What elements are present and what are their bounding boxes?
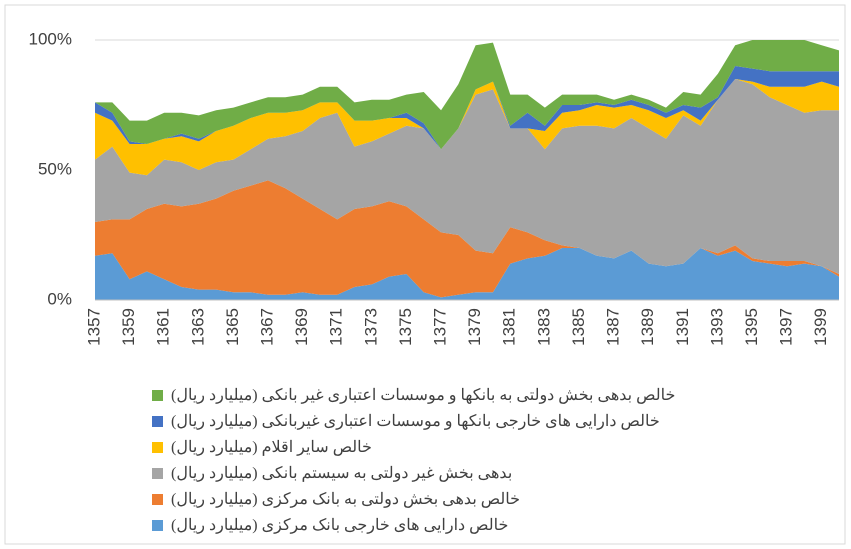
legend-swatch xyxy=(152,441,163,453)
legend-label: خالص دارایی های خارجی بانک مرکزی (میلیار… xyxy=(171,517,509,534)
x-tick-label: 1373 xyxy=(361,308,380,346)
area xyxy=(95,40,839,150)
legend-label: خالص دارایی های خارجی بانکها و موسسات اع… xyxy=(171,413,660,430)
x-tick-label: 1397 xyxy=(777,308,796,346)
legend-item: خالص دارایی های خارجی بانکها و موسسات اع… xyxy=(150,408,740,434)
x-tick-label: 1365 xyxy=(223,308,242,346)
legend-swatch xyxy=(152,467,163,479)
frame xyxy=(4,4,846,545)
legend-label: بدهی بخش غیر دولتی به سیستم بانکی (میلیا… xyxy=(171,465,513,482)
x-tick-label: 1395 xyxy=(742,308,761,346)
y-tick-label: 50% xyxy=(38,159,72,178)
legend-label: خالص بدهی بخش دولتی به بانکها و موسسات ا… xyxy=(171,387,676,404)
x-tick-label: 1399 xyxy=(811,308,830,346)
legend-item: بدهی بخش غیر دولتی به سیستم بانکی (میلیا… xyxy=(150,460,740,486)
x-tick-label: 1359 xyxy=(119,308,138,346)
x-tick-label: 1377 xyxy=(431,308,450,346)
x-tick-label: 1361 xyxy=(154,308,173,346)
x-tick-label: 1381 xyxy=(500,308,519,346)
x-tick-label: 1369 xyxy=(292,308,311,346)
legend-swatch xyxy=(152,389,163,401)
x-tick-label: 1375 xyxy=(396,308,415,346)
area xyxy=(95,79,839,274)
legend-item: خالص بدهی بخش دولتی به بانکها و موسسات ا… xyxy=(150,382,740,408)
x-tick-label: 1363 xyxy=(188,308,207,346)
legend-swatch xyxy=(152,415,163,427)
x-tick-label: 1383 xyxy=(534,308,553,346)
x-tick-label: 1379 xyxy=(465,308,484,346)
legend: خالص بدهی بخش دولتی به بانکها و موسسات ا… xyxy=(150,382,740,538)
area xyxy=(95,79,839,176)
x-tick-label: 1393 xyxy=(707,308,726,346)
y-tick-label: 0% xyxy=(47,289,72,308)
area xyxy=(95,180,839,298)
x-tick-label: 1371 xyxy=(327,308,346,346)
legend-label: خالص سایر اقلام (میلیارد ریال) xyxy=(171,439,372,456)
area xyxy=(95,248,839,300)
legend-swatch xyxy=(152,519,163,531)
legend-item: خالص دارایی های خارجی بانک مرکزی (میلیار… xyxy=(150,512,740,538)
legend-item: خالص بدهی بخش دولتی به بانک مرکزی (میلیا… xyxy=(150,486,740,512)
x-tick-label: 1367 xyxy=(258,308,277,346)
legend-label: خالص بدهی بخش دولتی به بانک مرکزی (میلیا… xyxy=(171,491,521,508)
x-tick-label: 1389 xyxy=(638,308,657,346)
legend-item: خالص سایر اقلام (میلیارد ریال) xyxy=(150,434,740,460)
x-tick-label: 1391 xyxy=(673,308,692,346)
x-tick-label: 1357 xyxy=(84,308,103,346)
area xyxy=(95,66,839,150)
x-tick-label: 1387 xyxy=(604,308,623,346)
legend-swatch xyxy=(152,493,163,505)
x-tick-label: 1385 xyxy=(569,308,588,346)
y-tick-label: 100% xyxy=(29,29,72,48)
